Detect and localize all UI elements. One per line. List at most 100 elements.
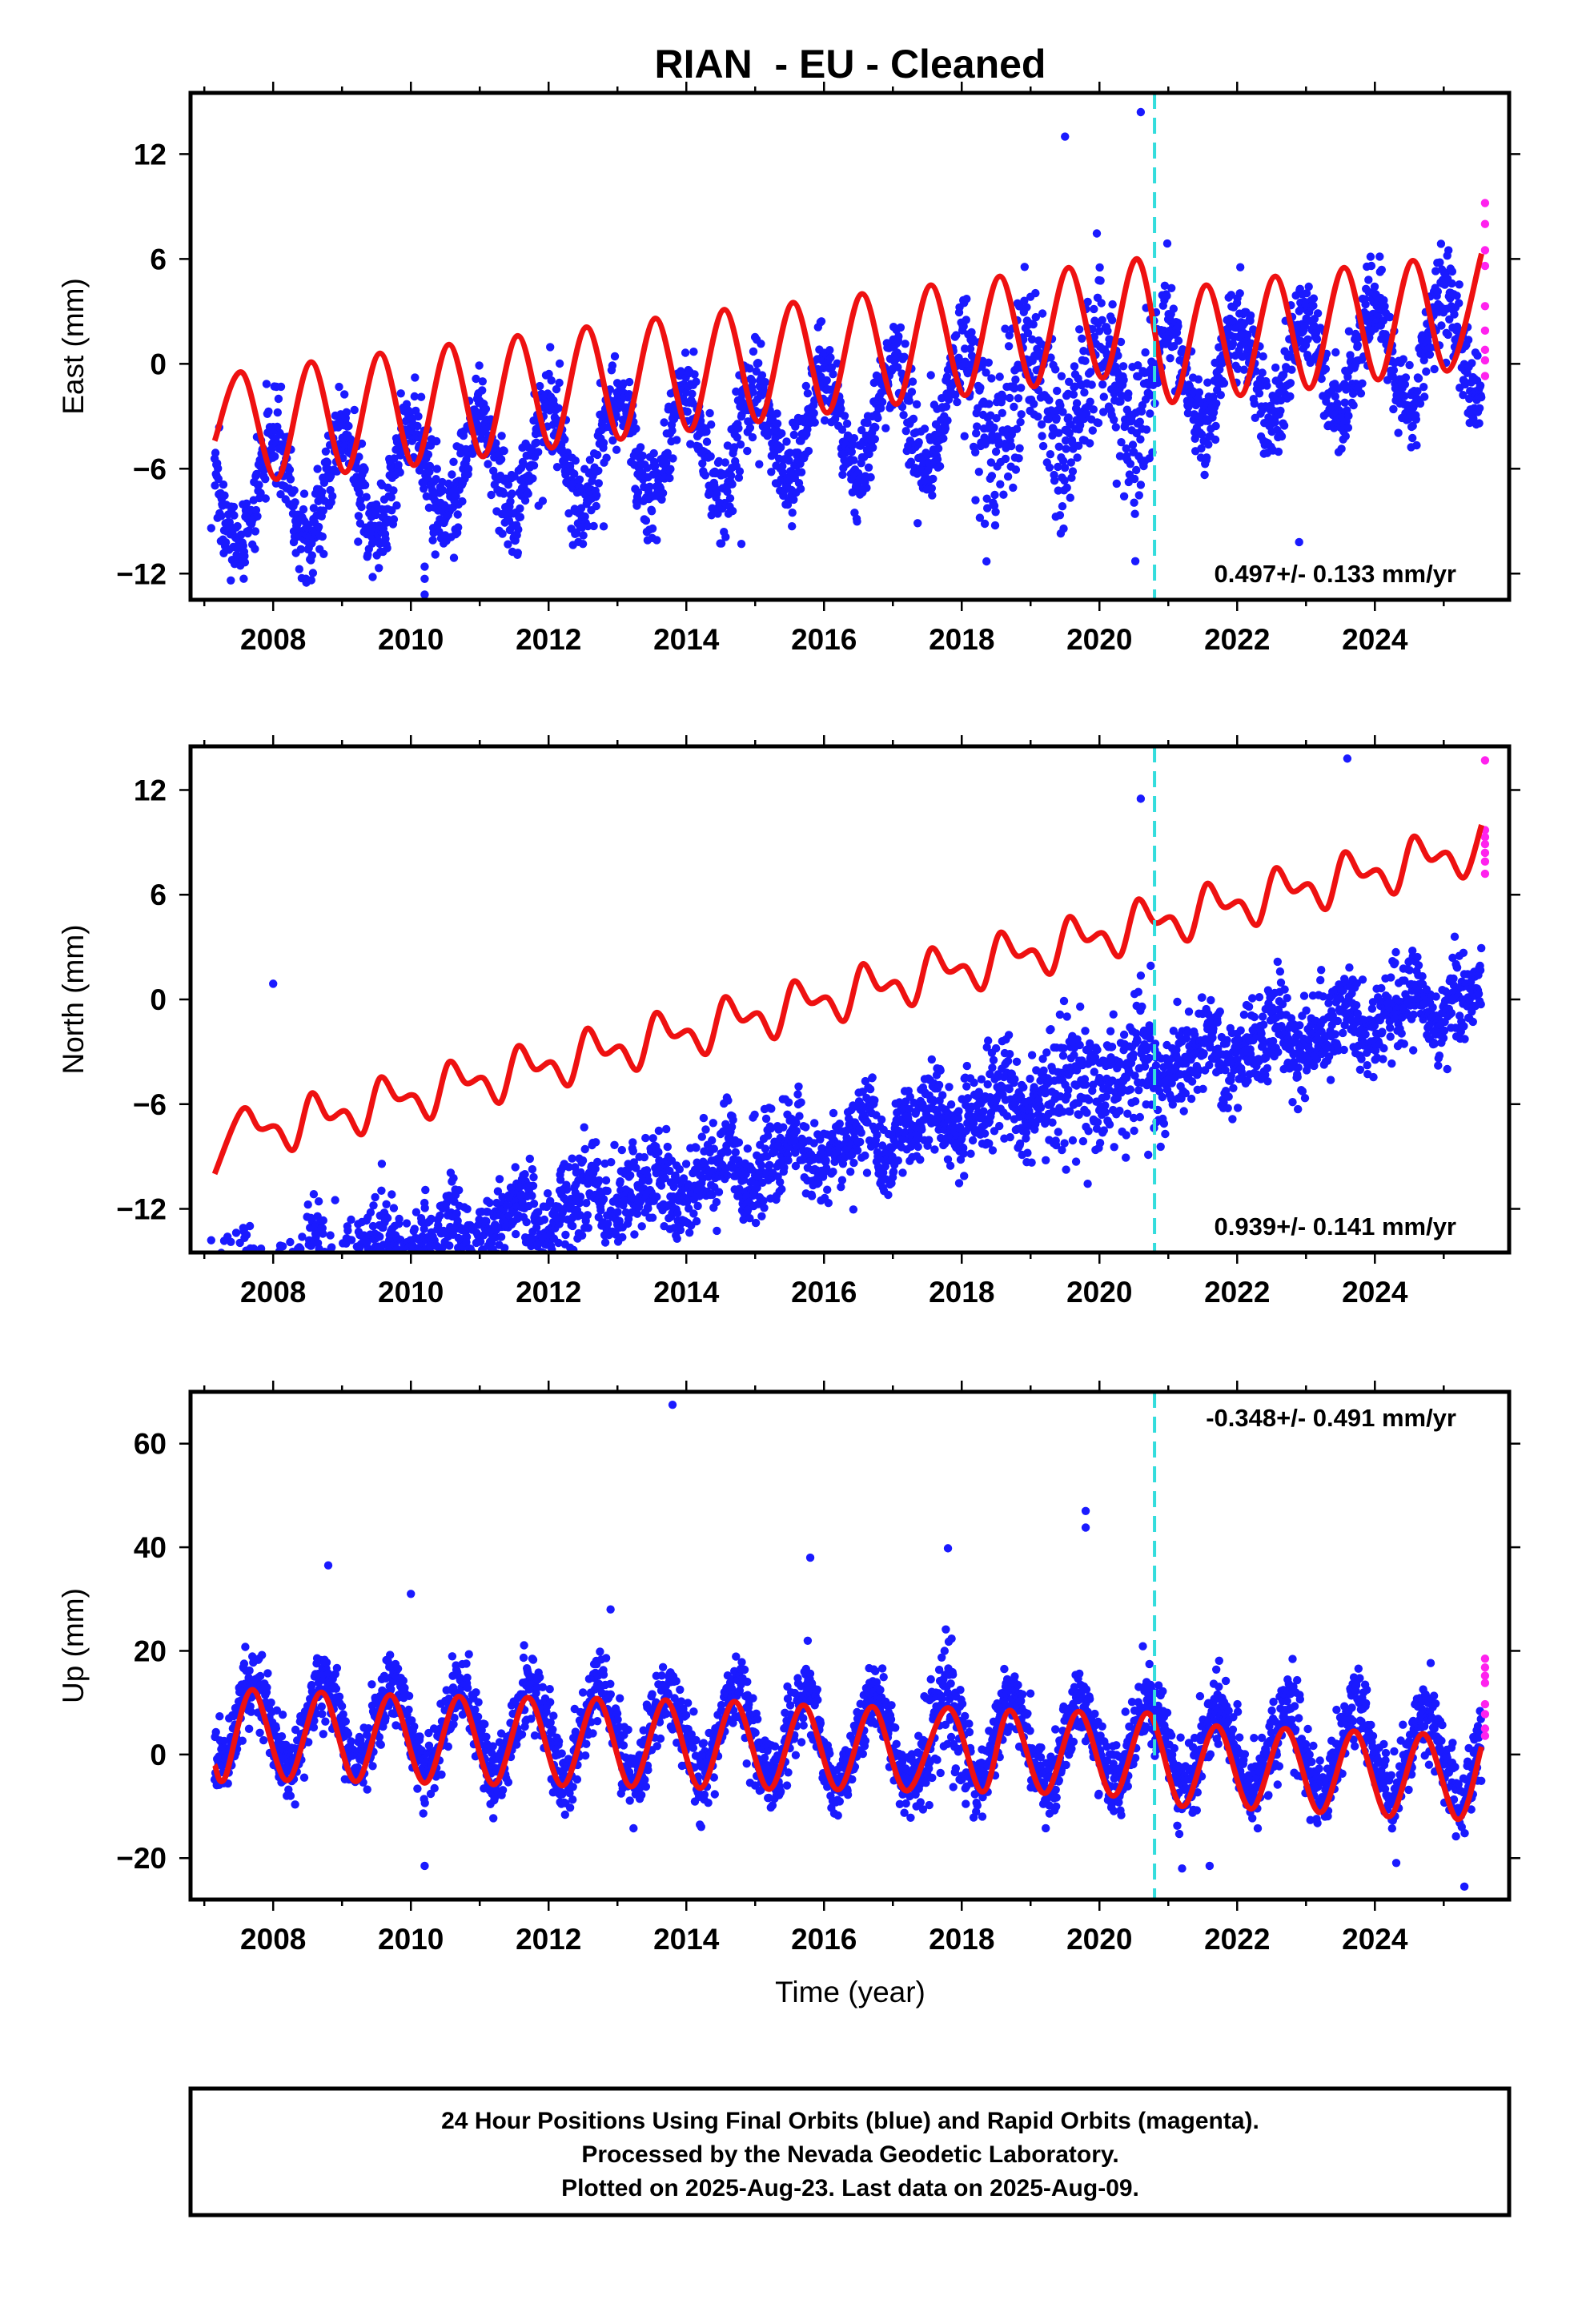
rapid-point bbox=[1480, 199, 1490, 207]
data-point bbox=[1114, 351, 1122, 360]
data-point bbox=[335, 1315, 343, 1323]
data-point bbox=[643, 464, 652, 472]
data-point bbox=[1046, 353, 1055, 362]
data-point bbox=[416, 1261, 424, 1269]
data-point bbox=[221, 1294, 229, 1302]
data-point bbox=[817, 317, 826, 326]
data-point bbox=[1117, 391, 1126, 400]
data-point bbox=[1367, 261, 1376, 271]
data-point bbox=[229, 1289, 237, 1297]
data-point bbox=[1312, 335, 1322, 344]
data-point bbox=[927, 484, 937, 493]
data-point bbox=[319, 1268, 327, 1276]
data-point bbox=[218, 1267, 226, 1275]
data-point bbox=[723, 487, 732, 497]
data-point bbox=[344, 1267, 352, 1275]
data-point bbox=[359, 1259, 367, 1267]
data-point bbox=[1475, 404, 1484, 412]
data-point bbox=[555, 378, 564, 388]
data-point bbox=[1358, 379, 1367, 388]
data-point bbox=[665, 473, 674, 483]
data-point bbox=[959, 322, 968, 331]
data-point bbox=[620, 1196, 629, 1205]
data-point bbox=[1194, 375, 1203, 384]
data-point bbox=[564, 1163, 573, 1172]
data-point bbox=[661, 1173, 669, 1183]
data-point bbox=[837, 1183, 845, 1192]
data-point bbox=[1405, 360, 1414, 370]
data-point bbox=[912, 400, 921, 409]
data-point bbox=[319, 506, 327, 515]
data-point bbox=[435, 527, 444, 537]
data-point bbox=[707, 420, 716, 429]
data-point bbox=[554, 404, 563, 412]
data-point bbox=[857, 1128, 865, 1137]
data-point bbox=[285, 465, 295, 474]
data-point bbox=[724, 1096, 733, 1105]
data-point bbox=[935, 462, 945, 471]
data-point bbox=[410, 392, 419, 401]
data-point bbox=[734, 473, 744, 482]
data-point bbox=[1219, 379, 1229, 388]
data-point bbox=[255, 1319, 263, 1327]
data-point bbox=[328, 1270, 336, 1278]
data-point bbox=[641, 1133, 650, 1143]
data-point bbox=[870, 435, 880, 444]
data-point bbox=[579, 531, 588, 540]
data-point bbox=[1122, 444, 1130, 453]
data-point bbox=[432, 436, 441, 446]
data-point bbox=[610, 1140, 619, 1150]
data-point bbox=[689, 1209, 698, 1218]
data-point bbox=[941, 424, 950, 433]
data-point bbox=[727, 1123, 737, 1132]
data-point bbox=[343, 1315, 351, 1323]
data-point bbox=[375, 564, 383, 573]
data-point bbox=[980, 519, 990, 529]
data-point bbox=[810, 418, 819, 427]
data-point bbox=[445, 1241, 454, 1250]
data-point bbox=[1343, 372, 1352, 381]
data-point bbox=[270, 1321, 278, 1329]
data-point bbox=[1119, 376, 1128, 384]
data-point bbox=[934, 1080, 944, 1090]
data-point bbox=[262, 1325, 270, 1333]
data-point bbox=[320, 1264, 328, 1272]
data-point bbox=[348, 1257, 356, 1265]
data-point bbox=[628, 1147, 637, 1156]
data-point bbox=[905, 396, 914, 405]
data-point bbox=[942, 402, 951, 411]
data-point bbox=[951, 390, 960, 400]
data-point bbox=[761, 1114, 771, 1124]
data-point bbox=[595, 1176, 604, 1185]
data-point bbox=[692, 1144, 701, 1152]
data-point bbox=[552, 463, 562, 472]
data-point bbox=[341, 1277, 349, 1285]
data-point bbox=[352, 1262, 360, 1270]
data-point bbox=[1126, 460, 1135, 468]
data-point bbox=[916, 1155, 925, 1164]
data-point bbox=[480, 1261, 488, 1269]
data-point bbox=[868, 1073, 877, 1082]
data-point bbox=[1258, 368, 1267, 377]
data-point bbox=[420, 1224, 428, 1233]
data-point bbox=[460, 1273, 468, 1281]
data-point bbox=[315, 1296, 323, 1304]
data-point bbox=[1304, 282, 1313, 292]
data-point bbox=[389, 1204, 399, 1212]
data-point bbox=[213, 1323, 221, 1331]
data-point bbox=[424, 450, 433, 459]
data-point bbox=[735, 1184, 744, 1193]
data-point bbox=[1477, 392, 1486, 402]
data-point bbox=[1473, 351, 1482, 360]
data-point bbox=[1128, 440, 1138, 449]
data-point bbox=[873, 1130, 881, 1140]
data-point bbox=[331, 1277, 339, 1285]
data-point bbox=[368, 1256, 376, 1264]
data-point bbox=[966, 344, 975, 353]
data-point bbox=[773, 419, 782, 428]
data-point bbox=[277, 1267, 285, 1275]
data-point bbox=[290, 1268, 298, 1276]
data-point bbox=[1183, 408, 1193, 418]
data-point bbox=[757, 1161, 766, 1170]
x-tick-label: 2012 bbox=[516, 623, 581, 656]
